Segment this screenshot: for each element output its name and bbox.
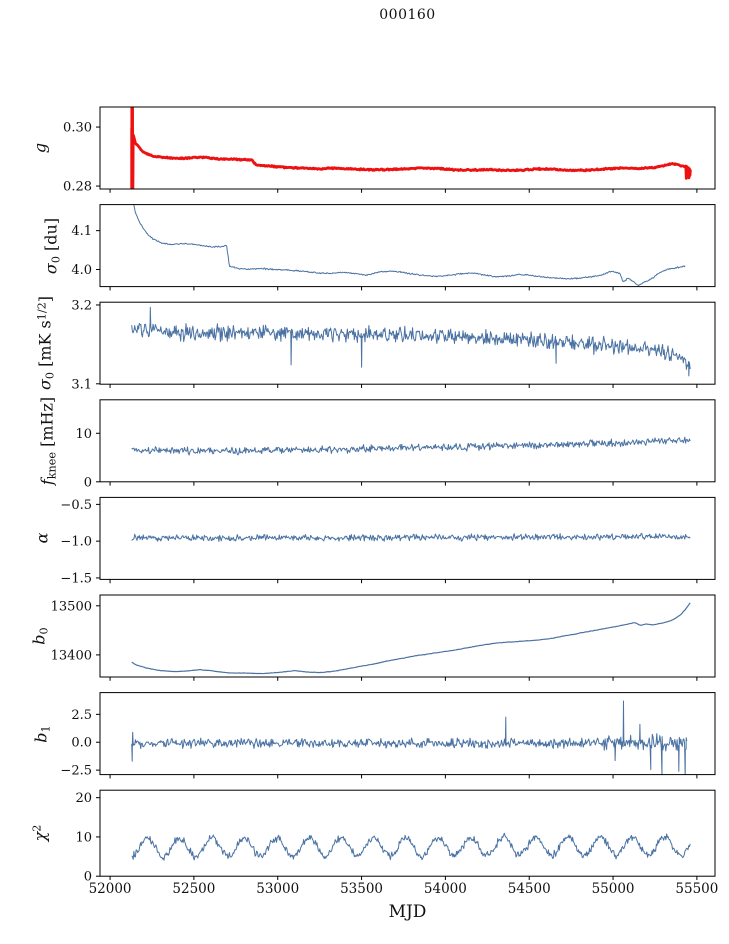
ylabel-part: 0 <box>37 627 51 635</box>
ylabel-part: g <box>30 142 50 154</box>
x-tick-label: 55000 <box>592 881 635 897</box>
y-tick-label: −2.5 <box>60 764 92 779</box>
ylabel-part: [du] <box>41 217 61 256</box>
panel-frame-g <box>99 106 716 190</box>
y-tick-label: −1.5 <box>60 571 92 586</box>
series-chi2 <box>131 832 691 861</box>
y-tick-label: 4.0 <box>71 263 92 278</box>
y-tick-label: 0 <box>84 870 92 885</box>
x-axis-label: MJD <box>388 902 427 922</box>
y-tick-label: 0.0 <box>71 736 92 751</box>
y-tick-label: 10 <box>75 427 92 442</box>
ylabel-part: χ <box>30 831 50 842</box>
y-tick-label: 3.2 <box>71 298 92 313</box>
ylabel-part: α <box>32 532 52 544</box>
ylabel-part: 0 <box>49 255 63 263</box>
panel-b0: 13400 13500 <box>51 594 716 681</box>
x-tick-label: 52500 <box>172 881 215 897</box>
ylabel-part: 0 <box>43 372 57 380</box>
panel-alpha: −0.5 −1.0 −1.5 <box>60 496 716 586</box>
ylabel-part: f <box>37 479 57 485</box>
ylabel-part: 1/2 <box>35 302 49 321</box>
panel-sigma0-mk: 3.1 3.2 <box>71 298 716 392</box>
y-tick-label: 0.30 <box>63 121 92 136</box>
ylabel-part: σ <box>41 262 61 274</box>
x-tick-label: 54500 <box>508 881 551 897</box>
ylabel-part: b <box>31 732 51 743</box>
panel-g: 0.28 0.30 <box>63 106 716 195</box>
panel-frame-b0 <box>99 594 716 678</box>
y-tick-label: 13500 <box>51 599 92 614</box>
ylabel-g: g <box>31 143 50 153</box>
y-tick-label: 2.5 <box>71 708 92 723</box>
ylabel-part: b <box>29 634 49 645</box>
series-sigma0-mk <box>131 306 691 377</box>
y-tick-label: −0.5 <box>60 498 92 513</box>
y-tick-label: 4.1 <box>71 224 92 239</box>
panel-frame-sigma0-du <box>99 204 716 288</box>
ylabel-alpha: α <box>33 533 52 544</box>
series-alpha <box>131 532 691 542</box>
x-tick-label: 53000 <box>256 881 299 897</box>
y-tick-label: 0 <box>84 475 92 490</box>
panel-sigma0-du: 4.0 4.1 <box>71 204 716 291</box>
panel-b1: 2.5 0.0 −2.5 <box>60 692 716 779</box>
ylabel-chi2: χ2 <box>30 825 49 842</box>
x-tick-label: 52000 <box>89 881 132 897</box>
panel-frame-chi2 <box>99 789 716 877</box>
y-tick-label: 20 <box>75 791 92 806</box>
ylabel-part: 2 <box>30 824 44 832</box>
panel-chi2: 0 10 20 52000 52500 53000 53500 54000 54500 55000… <box>75 789 718 897</box>
ylabel-part: [mHz] <box>37 396 57 452</box>
figure-title: 000160 <box>379 7 436 23</box>
panel-fknee: 0 10 <box>75 399 716 490</box>
ylabel-part: 1 <box>39 724 53 733</box>
ylabel-part: ] <box>35 296 55 303</box>
y-tick-label: 13400 <box>51 648 92 663</box>
panel-frame-fknee <box>99 399 716 483</box>
ylabel-sigma0-mk: σ0 [mK s1/2] <box>35 296 56 390</box>
x-tick-label: 53500 <box>340 881 383 897</box>
panel-frame-alpha <box>99 496 716 580</box>
panel-frame-sigma0-mk <box>99 301 716 385</box>
y-tick-label: 10 <box>75 830 92 845</box>
panel-frame-b1 <box>99 692 716 776</box>
ylabel-part: knee <box>45 451 59 480</box>
series-g-raw <box>131 116 685 173</box>
ylabel-sigma0-du: σ0 [du] <box>42 218 63 274</box>
ylabel-b0: b0 <box>30 627 51 644</box>
series-fknee <box>131 436 691 456</box>
x-tick-label: 55500 <box>675 881 718 897</box>
y-tick-label: −1.0 <box>60 535 92 550</box>
x-tick-label: 54000 <box>424 881 467 897</box>
ylabel-fknee: fknee [mHz] <box>38 397 59 485</box>
ylabel-part: σ <box>35 379 55 391</box>
y-tick-label: 3.1 <box>71 377 92 392</box>
y-tick-label: 0.28 <box>63 180 92 195</box>
series-b1 <box>131 700 688 775</box>
ylabel-part: [mK s <box>35 320 55 373</box>
ylabel-b1: b1 <box>32 725 53 742</box>
series-sigma0-du <box>133 204 686 286</box>
series-b0 <box>131 602 691 675</box>
series-g-model <box>130 107 692 189</box>
